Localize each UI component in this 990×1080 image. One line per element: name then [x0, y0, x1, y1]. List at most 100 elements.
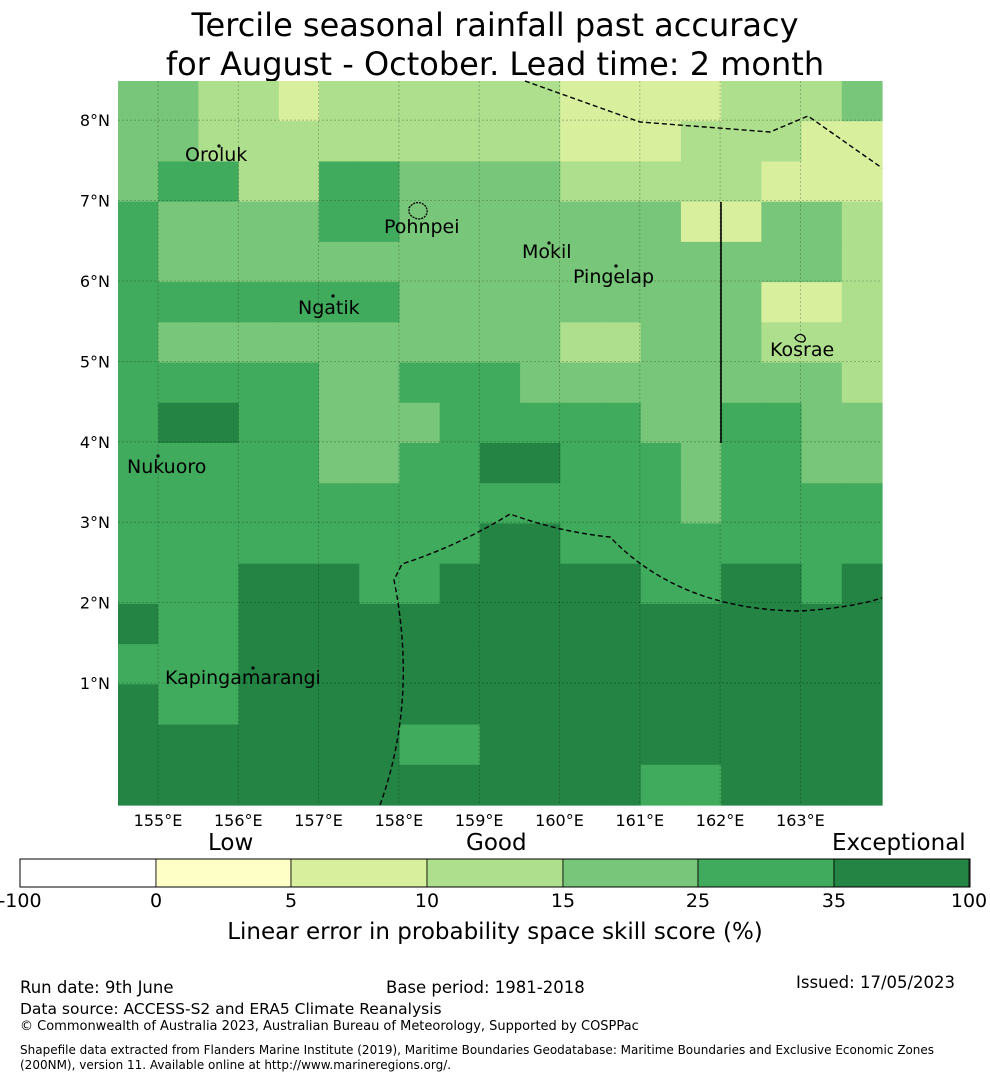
- skill-cell: [841, 724, 883, 766]
- skill-cell: [520, 684, 561, 726]
- skill-cell: [520, 563, 561, 605]
- skill-cell: [319, 644, 360, 685]
- colorbar-tick-label: 5: [284, 890, 298, 912]
- skill-cell: [198, 724, 240, 766]
- island-outlines: [156, 144, 806, 670]
- skill-cell: [319, 724, 360, 766]
- skill-cell: [479, 563, 521, 605]
- skill-cell: [158, 362, 200, 404]
- skill-cell: [801, 684, 843, 726]
- skill-cell: [479, 201, 521, 243]
- skill-cell: [600, 443, 642, 484]
- skill-cell: [238, 241, 280, 283]
- skill-cell: [640, 523, 682, 565]
- skill-cell: [359, 563, 401, 605]
- skill-cell: [801, 322, 843, 364]
- skill-cell: [118, 402, 159, 444]
- skill-cell: [319, 241, 360, 283]
- skill-cell: [439, 764, 481, 806]
- skill-cell: [680, 402, 722, 444]
- map-title-line-2: for August - October. Lead time: 2 month: [165, 45, 825, 83]
- skill-cell: [680, 362, 722, 404]
- skill-cell: [198, 201, 240, 243]
- skill-cell: [801, 201, 843, 243]
- skill-cell: [359, 764, 401, 806]
- skill-cell: [640, 724, 682, 766]
- skill-cell: [278, 483, 320, 525]
- skill-cell: [399, 724, 441, 766]
- skill-cell: [158, 523, 200, 565]
- skill-cell: [841, 241, 883, 283]
- skill-cell: [721, 81, 762, 122]
- skill-cell: [359, 523, 401, 565]
- skill-cell: [158, 724, 200, 766]
- skill-cell: [319, 201, 360, 243]
- skill-cell: [841, 402, 883, 444]
- skill-cell: [560, 282, 602, 323]
- skill-cell: [761, 764, 803, 806]
- skill-cell: [238, 322, 280, 364]
- skill-cell: [399, 644, 441, 685]
- skill-cell: [198, 322, 240, 364]
- skill-cell: [640, 483, 682, 525]
- skill-cell: [479, 684, 521, 726]
- skill-cell: [801, 724, 843, 766]
- skill-cell: [319, 563, 360, 605]
- skill-cell: [158, 443, 200, 484]
- skill-cell: [158, 684, 200, 726]
- skill-cell: [439, 201, 481, 243]
- skill-cell: [479, 764, 521, 806]
- oroluk-atoll-dot: [217, 144, 221, 148]
- skill-cell: [560, 563, 602, 605]
- latitude-tick-label: 7°N: [80, 192, 110, 211]
- skill-cell: [721, 322, 762, 364]
- skill-cell: [520, 443, 561, 484]
- colorbar-tick-label: 100: [950, 890, 988, 912]
- latitude-tick-label: 2°N: [80, 594, 110, 613]
- skill-cell: [399, 201, 441, 243]
- skill-cell: [680, 483, 722, 525]
- skill-cell: [278, 282, 320, 323]
- skill-cell: [319, 402, 360, 444]
- skill-cell: [600, 81, 642, 122]
- skill-cell: [238, 523, 280, 565]
- skill-cell: [359, 603, 401, 645]
- skill-cell: [520, 724, 561, 766]
- longitude-tick-label: 158°E: [375, 811, 424, 830]
- skill-cell: [479, 241, 521, 283]
- skill-cell: [198, 443, 240, 484]
- shapefile-credit: Shapefile data extracted from Flanders M…: [20, 1043, 935, 1072]
- skill-cell: [640, 161, 682, 203]
- skill-cell: [319, 81, 360, 122]
- skill-cell: [399, 764, 441, 806]
- skill-cell: [761, 402, 803, 444]
- skill-cell: [118, 563, 159, 605]
- skill-cell: [479, 322, 521, 364]
- skill-cell: [640, 241, 682, 283]
- colorbar-swatch: [290, 858, 428, 888]
- skill-cell: [721, 644, 762, 685]
- skill-cell: [479, 161, 521, 203]
- skill-cell: [680, 764, 722, 806]
- skill-cell: [118, 121, 159, 163]
- skill-cell: [640, 201, 682, 243]
- skill-cell: [359, 443, 401, 484]
- skill-cell: [560, 764, 602, 806]
- skill-cell: [640, 362, 682, 404]
- skill-cell: [841, 201, 883, 243]
- skill-cell: [278, 322, 320, 364]
- colorbar-swatch: [562, 858, 699, 888]
- skill-cell: [238, 161, 280, 203]
- pingelap-atoll-dot: [614, 264, 618, 268]
- skill-cell: [479, 402, 521, 444]
- place-label-kosrae: Kosrae: [770, 339, 834, 361]
- skill-cell: [359, 121, 401, 163]
- skill-cell: [520, 161, 561, 203]
- skill-cell: [118, 684, 159, 726]
- latitude-tick-label: 1°N: [80, 674, 110, 693]
- skill-cell: [479, 483, 521, 525]
- skill-cell: [721, 282, 762, 323]
- skill-cell: [680, 201, 722, 243]
- skill-cell: [640, 402, 682, 444]
